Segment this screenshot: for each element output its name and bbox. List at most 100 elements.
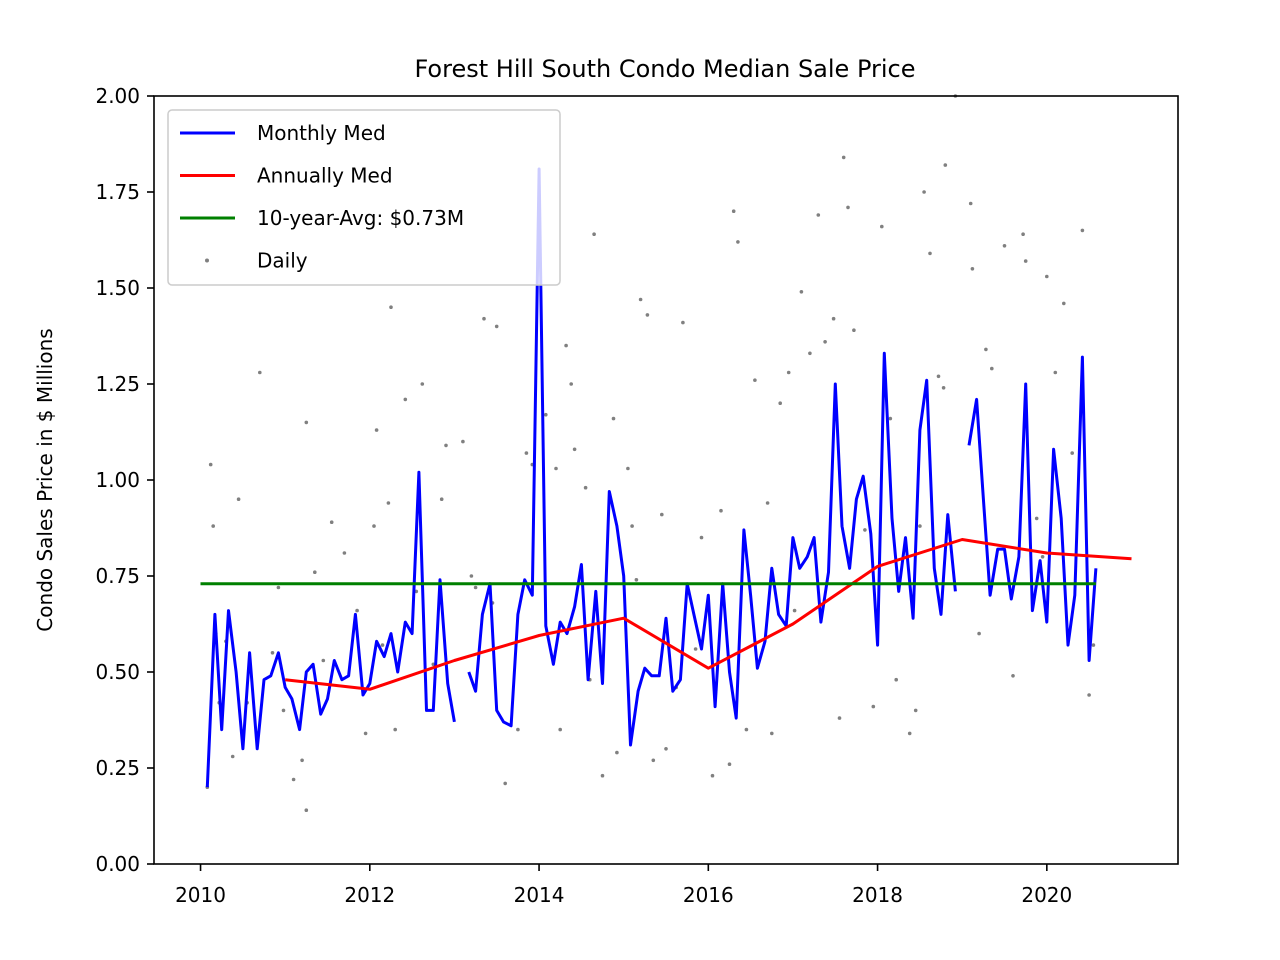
daily-point	[1053, 370, 1058, 375]
daily-point	[645, 313, 650, 317]
daily-point	[808, 351, 812, 356]
daily-point	[304, 808, 309, 812]
daily-point	[1011, 674, 1015, 678]
y-tick-label: 1.50	[95, 276, 140, 300]
daily-point	[1062, 301, 1066, 306]
daily-point	[363, 731, 368, 736]
daily-point	[984, 347, 988, 352]
daily-point	[651, 758, 656, 763]
daily-point	[638, 297, 643, 302]
daily-point	[913, 708, 918, 713]
daily-point	[699, 535, 704, 540]
y-tick-label: 2.00	[95, 84, 140, 108]
daily-point	[558, 727, 562, 732]
daily-point	[291, 777, 296, 782]
daily-point	[380, 643, 385, 647]
daily-point	[564, 343, 568, 348]
daily-point	[329, 520, 334, 524]
daily-point	[799, 290, 804, 294]
daily-point	[281, 708, 286, 713]
daily-point	[1021, 232, 1025, 236]
daily-point	[211, 524, 215, 528]
daily-point	[871, 704, 876, 709]
daily-point	[852, 328, 856, 333]
legend-box	[167, 109, 561, 286]
daily-point	[626, 466, 630, 471]
daily-point	[516, 727, 520, 732]
daily-point	[393, 727, 398, 732]
daily-point	[778, 401, 782, 406]
daily-point	[554, 466, 558, 471]
daily-point	[888, 416, 893, 421]
daily-point	[968, 201, 973, 206]
daily-point	[276, 585, 281, 590]
daily-point	[918, 524, 922, 528]
daily-point	[1091, 643, 1096, 647]
daily-point	[936, 374, 941, 379]
daily-point	[236, 497, 241, 502]
y-tick-label: 0.50	[95, 660, 140, 684]
daily-point	[977, 631, 981, 636]
daily-point	[389, 305, 393, 310]
x-tick-label: 2012	[344, 883, 395, 907]
daily-point	[524, 451, 529, 455]
daily-point	[482, 316, 486, 321]
daily-point	[681, 320, 685, 325]
legend-label-2: 10-year-Avg: $0.73M	[257, 206, 464, 230]
daily-point	[727, 762, 732, 766]
daily-point	[770, 731, 774, 736]
y-tick-label: 1.75	[95, 180, 140, 204]
daily-point	[907, 731, 912, 736]
legend: Monthly Med Annually Med 10-year-Avg: $0.7…	[167, 109, 561, 286]
daily-point	[611, 416, 616, 421]
daily-point	[823, 340, 827, 344]
daily-point	[863, 528, 867, 532]
daily-point	[372, 524, 376, 528]
legend-label-0: Monthly Med	[257, 121, 386, 145]
daily-point	[583, 485, 588, 490]
y-tick-label: 1.00	[95, 468, 140, 492]
x-tick-label: 2018	[852, 883, 903, 907]
daily-point	[592, 232, 596, 236]
daily-point	[710, 773, 715, 778]
x-tick-label: 2014	[514, 883, 565, 907]
daily-point	[403, 397, 408, 402]
daily-point	[816, 213, 821, 217]
daily-point	[831, 316, 836, 321]
plot-area: 2010 2012 2014 2016 2018 2020 0.00 0.25 0.50 0.75…	[95, 84, 1179, 907]
daily-point	[544, 412, 548, 417]
legend-label-1: Annually Med	[257, 164, 393, 188]
daily-point	[1087, 693, 1091, 697]
daily-point	[355, 608, 359, 613]
daily-point	[990, 366, 994, 371]
daily-point	[569, 382, 573, 386]
daily-point	[1002, 244, 1007, 248]
legend-label-3: Daily	[257, 249, 308, 273]
series-line-1	[285, 538, 1132, 691]
daily-point	[1040, 555, 1045, 559]
daily-point	[615, 750, 619, 755]
daily-point	[660, 512, 664, 517]
daily-point	[765, 501, 770, 505]
daily-point	[841, 155, 846, 160]
daily-point	[313, 570, 317, 574]
daily-point	[374, 428, 379, 432]
daily-point	[600, 773, 605, 778]
x-tick-label: 2010	[175, 883, 226, 907]
daily-point	[469, 574, 474, 578]
daily-point	[792, 608, 797, 613]
daily-point	[753, 378, 757, 383]
daily-point	[473, 585, 478, 590]
daily-point	[1070, 451, 1074, 455]
daily-point	[630, 524, 634, 528]
daily-point	[736, 240, 740, 244]
series-line-0	[205, 167, 1098, 788]
y-axis-label: Condo Sales Price in $ Millions	[33, 328, 57, 631]
y-tick-label: 0.00	[95, 852, 140, 876]
x-tick-label: 2016	[683, 883, 734, 907]
daily-point	[342, 551, 347, 555]
y-tick-label: 1.25	[95, 372, 140, 396]
daily-point	[731, 209, 736, 213]
daily-point	[300, 758, 304, 763]
daily-point	[321, 658, 326, 663]
